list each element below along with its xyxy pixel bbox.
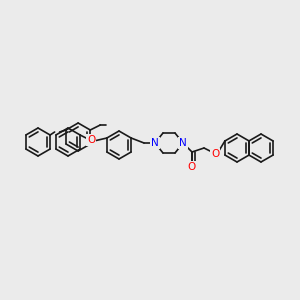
Text: O: O: [211, 149, 219, 159]
Text: N: N: [151, 138, 159, 148]
Text: N: N: [179, 138, 187, 148]
Text: O: O: [188, 162, 196, 172]
Text: O: O: [87, 135, 95, 145]
